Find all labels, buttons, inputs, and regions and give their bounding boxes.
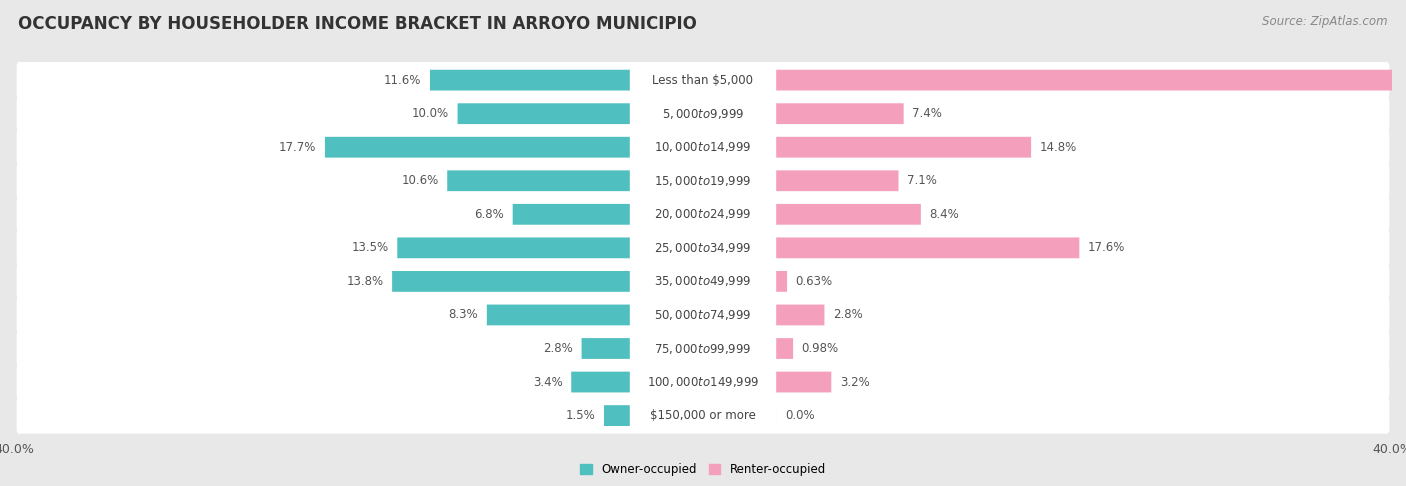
Text: 10.6%: 10.6% [401,174,439,187]
Text: 17.7%: 17.7% [278,141,316,154]
Text: 10.0%: 10.0% [412,107,449,120]
Text: 8.4%: 8.4% [929,208,959,221]
Text: 1.5%: 1.5% [565,409,595,422]
Text: Less than $5,000: Less than $5,000 [652,73,754,87]
Text: 3.2%: 3.2% [839,376,870,388]
FancyBboxPatch shape [17,196,1389,232]
Text: 17.6%: 17.6% [1088,242,1125,254]
FancyBboxPatch shape [17,330,1389,366]
Text: 0.98%: 0.98% [801,342,839,355]
FancyBboxPatch shape [776,338,793,359]
FancyBboxPatch shape [325,137,630,157]
Text: $10,000 to $14,999: $10,000 to $14,999 [654,140,752,154]
FancyBboxPatch shape [776,372,831,393]
FancyBboxPatch shape [17,364,1389,400]
Text: $15,000 to $19,999: $15,000 to $19,999 [654,174,752,188]
FancyBboxPatch shape [776,238,1080,258]
Text: 0.0%: 0.0% [785,409,814,422]
Text: $100,000 to $149,999: $100,000 to $149,999 [647,375,759,389]
Text: Source: ZipAtlas.com: Source: ZipAtlas.com [1263,15,1388,28]
Text: 7.1%: 7.1% [907,174,936,187]
FancyBboxPatch shape [457,103,630,124]
FancyBboxPatch shape [392,271,630,292]
Legend: Owner-occupied, Renter-occupied: Owner-occupied, Renter-occupied [575,458,831,481]
FancyBboxPatch shape [571,372,630,393]
Text: $20,000 to $24,999: $20,000 to $24,999 [654,208,752,221]
Text: 2.8%: 2.8% [832,309,863,321]
FancyBboxPatch shape [430,69,630,90]
FancyBboxPatch shape [776,103,904,124]
Text: $25,000 to $34,999: $25,000 to $34,999 [654,241,752,255]
Text: $35,000 to $49,999: $35,000 to $49,999 [654,275,752,288]
FancyBboxPatch shape [17,398,1389,434]
FancyBboxPatch shape [447,171,630,191]
FancyBboxPatch shape [398,238,630,258]
Text: $75,000 to $99,999: $75,000 to $99,999 [654,342,752,355]
Text: 0.63%: 0.63% [796,275,832,288]
Text: OCCUPANCY BY HOUSEHOLDER INCOME BRACKET IN ARROYO MUNICIPIO: OCCUPANCY BY HOUSEHOLDER INCOME BRACKET … [18,15,697,33]
FancyBboxPatch shape [776,69,1406,90]
FancyBboxPatch shape [17,263,1389,299]
Text: 13.8%: 13.8% [346,275,384,288]
FancyBboxPatch shape [582,338,630,359]
FancyBboxPatch shape [486,305,630,325]
Text: 14.8%: 14.8% [1039,141,1077,154]
FancyBboxPatch shape [17,96,1389,132]
FancyBboxPatch shape [17,163,1389,199]
Text: 8.3%: 8.3% [449,309,478,321]
Text: $5,000 to $9,999: $5,000 to $9,999 [662,106,744,121]
Text: 13.5%: 13.5% [352,242,388,254]
Text: $150,000 or more: $150,000 or more [650,409,756,422]
Text: 6.8%: 6.8% [474,208,505,221]
FancyBboxPatch shape [776,137,1031,157]
FancyBboxPatch shape [776,271,787,292]
FancyBboxPatch shape [17,129,1389,165]
FancyBboxPatch shape [776,204,921,225]
Text: 11.6%: 11.6% [384,73,422,87]
Text: 3.4%: 3.4% [533,376,562,388]
Text: $50,000 to $74,999: $50,000 to $74,999 [654,308,752,322]
FancyBboxPatch shape [605,405,630,426]
FancyBboxPatch shape [776,171,898,191]
FancyBboxPatch shape [776,305,824,325]
Text: 7.4%: 7.4% [912,107,942,120]
FancyBboxPatch shape [513,204,630,225]
FancyBboxPatch shape [17,297,1389,333]
Text: 2.8%: 2.8% [543,342,574,355]
FancyBboxPatch shape [17,62,1389,98]
FancyBboxPatch shape [17,230,1389,266]
